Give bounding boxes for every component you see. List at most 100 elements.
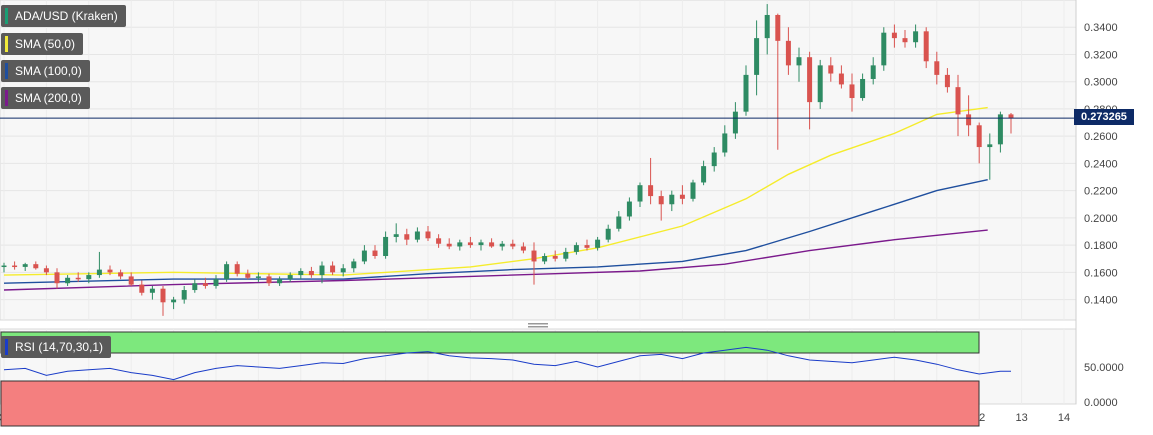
legend-pair-label: ADA/USD (Kraken): [15, 9, 118, 23]
candle-body-up: [149, 288, 155, 293]
candle-body-up: [754, 38, 760, 75]
candle-body-down: [308, 270, 314, 276]
candle-body-down: [12, 265, 18, 268]
rsi-overbought-zone: [0, 331, 980, 354]
candle-body-up: [478, 242, 484, 246]
candle-body-up: [701, 166, 707, 183]
candle-body-up: [383, 236, 389, 256]
legend-sma200[interactable]: SMA (200,0): [1, 87, 90, 109]
candle-body-down: [976, 125, 982, 148]
legend-rsi-label: RSI (14,70,30,1): [15, 340, 104, 354]
candle-body-down: [436, 238, 442, 244]
candle-body-down: [552, 256, 558, 259]
pane-divider-handle-top[interactable]: [528, 323, 548, 325]
candle-body-down: [966, 114, 972, 126]
candle-body-up: [298, 270, 304, 276]
rsi-line: [3, 346, 1011, 381]
rsi-tick-label: 50.0000: [1084, 362, 1124, 374]
candle-body-up: [192, 283, 198, 291]
candle-body-down: [828, 65, 834, 74]
candle-body-down: [510, 243, 516, 247]
legend-sma200-label: SMA (200,0): [15, 91, 82, 105]
price-tick-label: 0.3000: [1084, 77, 1118, 89]
candle-body-up: [224, 264, 230, 280]
candle-body-up: [732, 111, 738, 134]
candle-body-down: [372, 250, 378, 256]
candle-body-down: [489, 242, 495, 247]
candle-body-down: [520, 246, 526, 251]
candle-body-up: [277, 279, 283, 284]
candle-body-up: [743, 74, 749, 112]
candle-body-up: [605, 228, 611, 240]
price-tick-label: 0.3400: [1084, 22, 1118, 34]
legend-sma50-label: SMA (50,0): [15, 37, 76, 51]
candle-body-up: [796, 57, 802, 66]
candle-body-up: [711, 152, 717, 167]
legend-swatch-sma200: [5, 90, 8, 106]
candle-body-up: [860, 78, 866, 99]
legend-sma50[interactable]: SMA (50,0): [1, 33, 84, 55]
sma-200-line: [3, 229, 988, 291]
candle-body-down: [807, 57, 813, 103]
candle-body-down: [648, 185, 654, 197]
pane-divider-handle-bottom[interactable]: [528, 326, 548, 328]
candle-body-up: [457, 242, 463, 247]
candle-body-up: [573, 245, 579, 252]
candle-body-up: [817, 65, 823, 103]
last-price-tag: 0.273265: [1074, 109, 1134, 125]
candle-body-up: [171, 299, 177, 303]
candle-body-up: [690, 182, 696, 199]
candle-body-up: [542, 256, 548, 262]
candle-body-up: [1, 265, 7, 268]
legend-swatch-rsi: [5, 339, 8, 355]
price-tick-label: 0.2600: [1084, 131, 1118, 143]
candle-body-down: [679, 194, 685, 199]
price-tick-label: 0.1400: [1084, 295, 1118, 307]
price-tick-label: 0.1800: [1084, 240, 1118, 252]
candle-body-up: [616, 216, 622, 229]
candle-body-down: [891, 32, 897, 39]
candle-body-up: [340, 268, 346, 273]
candle-body-down: [234, 264, 240, 274]
candle-body-up: [997, 114, 1003, 145]
candle-body-up: [764, 14, 770, 39]
candle-body-up: [499, 243, 505, 247]
candle-body-up: [65, 277, 71, 284]
candle-body-down: [446, 243, 452, 247]
candle-body-down: [934, 61, 940, 75]
candle-body-up: [319, 265, 325, 276]
candle-body-up: [361, 250, 367, 262]
candle-body-up: [287, 275, 293, 280]
candle-body-down: [128, 276, 134, 285]
legend-rsi[interactable]: RSI (14,70,30,1): [1, 336, 112, 358]
candle-body-up: [181, 290, 187, 300]
candle-body-down: [658, 196, 664, 205]
candle-body-down: [902, 38, 908, 43]
candle-body-down: [33, 264, 39, 269]
candle-body-up: [722, 133, 728, 153]
candle-body-down: [584, 245, 590, 248]
candle-body-down: [160, 288, 166, 303]
price-tick-label: 0.1600: [1084, 267, 1118, 279]
candle-body-up: [987, 144, 993, 148]
candle-body-up: [669, 194, 675, 205]
time-tick-label: 14: [1058, 412, 1070, 424]
legend-pair[interactable]: ADA/USD (Kraken): [1, 5, 126, 27]
candle-body-down: [245, 273, 251, 278]
sma-100-line: [3, 179, 988, 284]
legend-swatch-sma50: [5, 36, 8, 52]
candle-body-down: [838, 73, 844, 85]
legend-sma100[interactable]: SMA (100,0): [1, 60, 90, 82]
legend-swatch-pair: [5, 8, 8, 24]
candle-body-down: [404, 234, 410, 240]
candle-body-down: [467, 242, 473, 246]
price-tick-label: 0.2400: [1084, 158, 1118, 170]
candle-body-up: [393, 234, 399, 237]
candle-body-down: [266, 276, 272, 284]
main-pane-background: [0, 0, 1077, 321]
candle-body-down: [944, 74, 950, 88]
candle-body-up: [96, 269, 102, 276]
candle-body-up: [637, 185, 643, 202]
candle-body-down: [923, 31, 929, 62]
